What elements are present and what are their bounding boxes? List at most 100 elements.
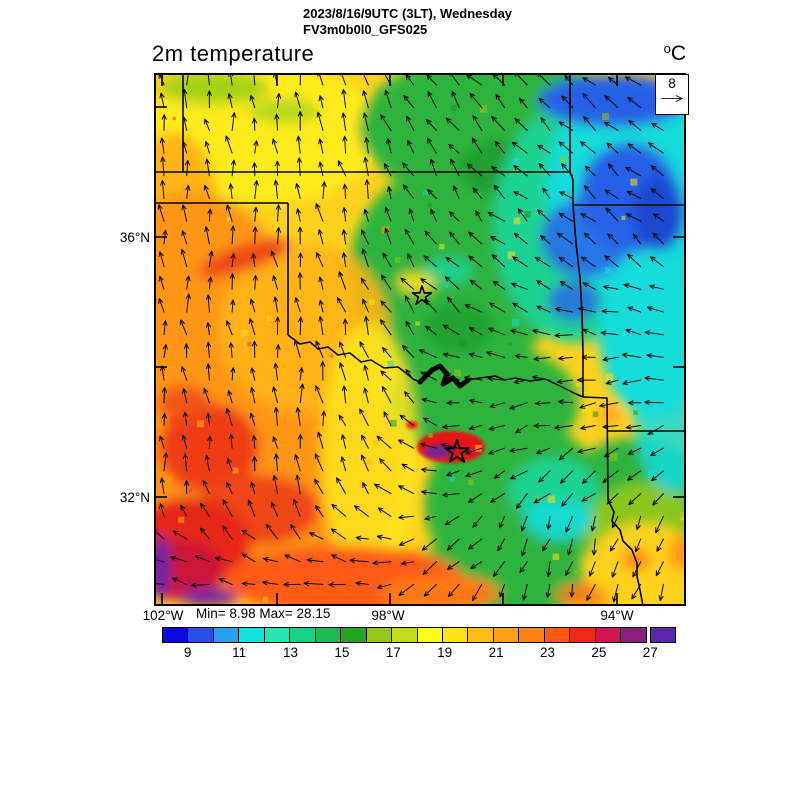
wind-arrow — [442, 352, 460, 358]
wind-arrow — [627, 447, 642, 455]
wind-arrow — [420, 371, 437, 381]
wind-arrow — [159, 503, 165, 517]
wind-arrow — [471, 137, 483, 154]
wind-arrow — [207, 208, 213, 222]
wind-arrow — [297, 433, 303, 449]
wind-reference-value: 8 — [668, 76, 676, 91]
wind-arrow — [182, 411, 188, 426]
wind-arrow — [336, 297, 347, 313]
wind-arrow — [561, 493, 574, 507]
minmax-stats: Min= 8.98 Max= 28.15 — [196, 606, 331, 621]
wind-arrow — [317, 229, 324, 245]
wind-arrow — [558, 121, 574, 131]
wind-arrow — [583, 116, 596, 131]
wind-arrow — [398, 538, 415, 546]
wind-arrow — [362, 90, 369, 109]
wind-arrow — [426, 74, 437, 86]
wind-arrow — [272, 386, 278, 404]
wind-arrow — [534, 256, 551, 268]
wind-arrow — [406, 115, 415, 131]
wind-arrow — [248, 318, 256, 336]
colorbar-segment — [543, 627, 571, 643]
wind-arrow — [466, 163, 483, 177]
wind-arrow — [379, 458, 392, 472]
wind-arrow — [465, 470, 483, 478]
wind-arrow — [464, 304, 483, 313]
wind-arrow — [384, 89, 392, 109]
wind-arrow — [273, 179, 279, 199]
wind-arrow — [442, 324, 460, 336]
wind-arrow — [583, 185, 596, 199]
wind-arrow — [182, 141, 188, 154]
wind-arrow — [249, 412, 256, 426]
wind-arrow — [534, 400, 551, 406]
wind-arrow — [559, 191, 574, 199]
wind-arrow — [183, 453, 189, 472]
wind-arrow — [582, 470, 596, 484]
wind-arrow — [340, 456, 347, 472]
wind-arrow — [495, 93, 505, 109]
wind-arrow — [493, 470, 505, 479]
wind-arrow — [407, 139, 415, 154]
lat-label-36n: 36°N — [119, 230, 150, 245]
wind-arrow — [621, 352, 642, 358]
wind-arrow — [582, 328, 596, 336]
wind-arrow — [182, 388, 188, 404]
wind-arrow — [427, 91, 437, 109]
wind-arrow — [384, 206, 392, 222]
wind-arrow — [294, 297, 301, 313]
wind-arrow — [274, 113, 280, 131]
wind-arrow — [359, 408, 369, 426]
wind-arrow — [180, 319, 188, 336]
wind-arrow — [467, 538, 483, 550]
wind-arrow — [339, 362, 347, 381]
temperature-map — [84, 53, 722, 628]
wind-arrow — [404, 391, 415, 404]
wind-arrow — [252, 226, 258, 245]
wind-arrow — [205, 294, 211, 313]
wind-arrow — [381, 386, 392, 404]
wind-arrow — [316, 252, 324, 268]
wind-arrow — [440, 442, 460, 449]
wind-arrow — [355, 581, 369, 586]
wind-arrow — [376, 435, 392, 449]
wind-arrow — [337, 160, 347, 177]
wind-arrow — [315, 504, 324, 517]
colorbar-segment — [620, 627, 647, 643]
wind-arrow — [374, 483, 392, 495]
wind-arrow — [558, 355, 574, 361]
wind-arrow — [318, 95, 324, 109]
wind-arrow — [536, 305, 551, 313]
map-canvas — [84, 53, 722, 628]
wind-arrow — [361, 454, 369, 472]
colorbar-segment — [162, 627, 189, 643]
wind-arrow — [493, 561, 505, 577]
colorbar-segment — [467, 627, 494, 643]
wind-arrow — [627, 400, 642, 406]
wind-arrow — [380, 370, 392, 381]
wind-arrow — [222, 499, 233, 517]
wind-arrow — [315, 340, 324, 358]
wind-arrow — [181, 204, 188, 222]
wind-arrow — [297, 110, 303, 131]
wind-arrow — [384, 227, 392, 245]
wind-arrow — [538, 163, 551, 177]
wind-arrow — [204, 226, 210, 245]
wind-arrow — [262, 580, 278, 586]
wind-arrow — [444, 276, 460, 290]
wind-arrow — [230, 225, 236, 245]
wind-arrow — [292, 498, 301, 517]
wind-arrow — [180, 504, 188, 517]
wind-arrow — [228, 183, 234, 199]
wind-arrow — [607, 163, 619, 177]
wind-arrow — [644, 375, 664, 381]
wind-arrow — [545, 583, 551, 598]
wind-arrow — [606, 142, 619, 154]
wind-arrow — [538, 470, 551, 483]
wind-arrow — [423, 417, 437, 426]
wind-arrow — [318, 138, 324, 154]
wind-arrow — [486, 351, 505, 358]
wind-arrow — [546, 515, 552, 530]
lon-label-102w: 102°W — [142, 608, 184, 623]
wind-arrow — [490, 235, 505, 245]
